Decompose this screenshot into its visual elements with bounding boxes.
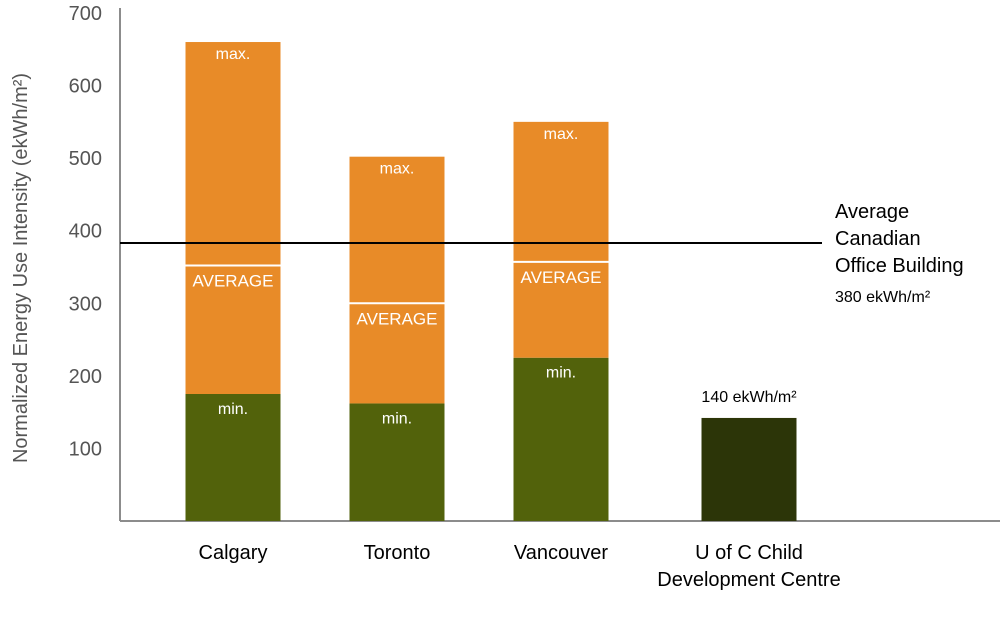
range-bar-segment [349,156,445,404]
min-bar-segment [185,394,281,521]
y-tick-label: 200 [69,366,102,388]
y-tick-label: 300 [69,293,102,315]
max-label: max. [380,161,415,178]
axes: 100 200 300 400 500 600 700 Calgary Toronto Vanco… [69,3,1000,591]
max-label: max. [544,126,579,143]
range-bar-segment [513,121,609,358]
x-tick-label: U of C Child Development Centre [657,542,840,591]
min-bar-segment [349,403,445,521]
child-centre-value-label: 140 ekWh/m² [701,389,797,406]
x-tick-label: Calgary [199,542,268,564]
range-bar-segment [185,42,281,395]
reference-line-group: Average Canadian Office Building 380 ekWh/m… [120,201,964,306]
y-tick-label: 500 [69,148,102,170]
y-tick-label: 700 [69,3,102,25]
y-tick-label: 600 [69,76,102,98]
min-bar-segment [513,357,609,521]
min-label: min. [218,401,248,418]
max-label: max. [216,46,251,63]
bars: AVERAGE max. min. AVERAGE max. min. AVERAGE max… [185,42,797,521]
reference-line-value: 380 ekWh/m² [835,289,931,306]
min-label: min. [546,365,576,382]
average-label: AVERAGE [357,309,438,328]
min-label: min. [382,410,412,427]
y-tick-label: 100 [69,438,102,460]
child-centre-bar [701,417,797,521]
y-tick-label: 400 [69,221,102,243]
reference-line-label: Canadian [835,228,921,250]
average-label: AVERAGE [193,272,274,291]
x-tick-label: Vancouver [514,542,608,564]
average-label: AVERAGE [521,268,602,287]
reference-line-label: Average [835,201,909,223]
x-tick-label: Toronto [364,542,431,564]
reference-line-label: Office Building [835,255,964,277]
y-axis-label: Normalized Energy Use Intensity (ekWh/m²… [10,73,32,463]
